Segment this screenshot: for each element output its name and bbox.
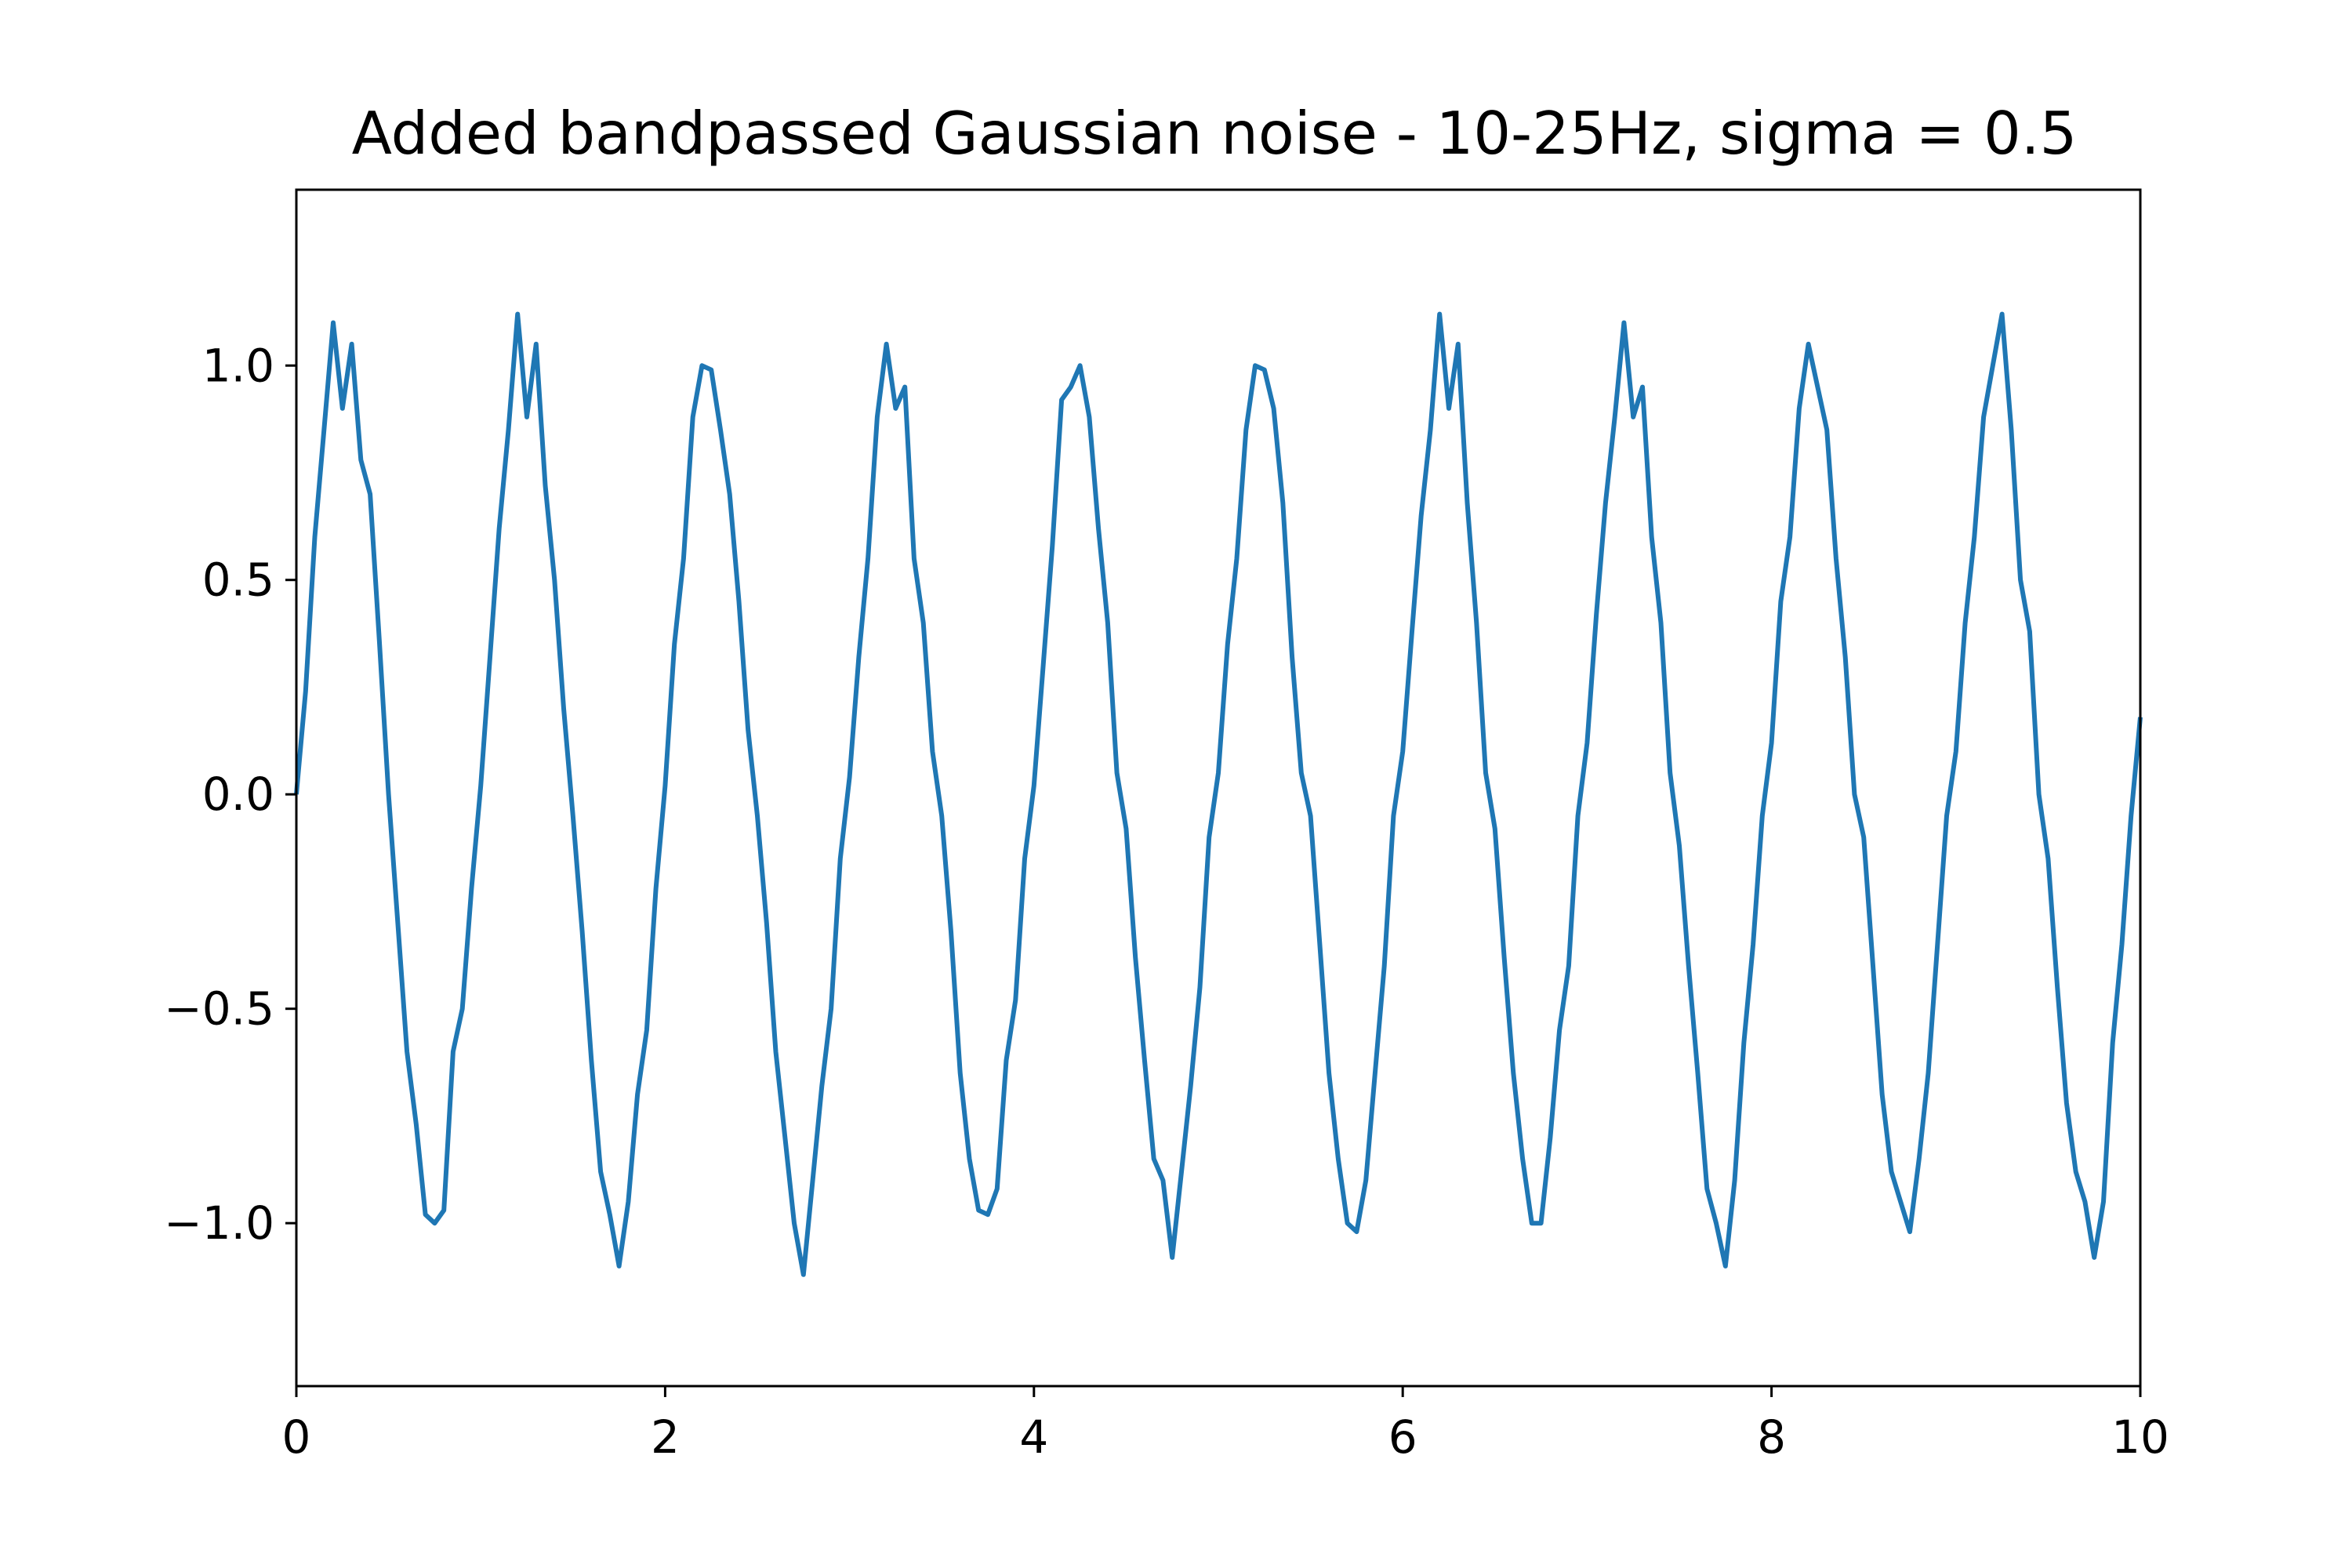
y-tick-label: 1.0 [202, 339, 274, 392]
series-line-0 [294, 311, 2143, 1277]
x-tick-label: 2 [651, 1410, 680, 1464]
x-tick-label: 6 [1388, 1410, 1417, 1464]
y-tick-label: −1.0 [164, 1196, 274, 1250]
y-tick-label: 0.5 [202, 554, 274, 607]
plot-frame [295, 188, 2142, 1388]
y-axis: −1.0 −0.5 0.0 0.5 1.0 [164, 339, 296, 1250]
x-tick-label: 4 [1019, 1410, 1048, 1464]
x-axis: 0 2 4 6 8 10 [282, 1386, 2169, 1464]
x-tick-label: 0 [282, 1410, 311, 1464]
y-tick-label: 0.0 [202, 768, 274, 821]
chart-title: Added bandpassed Gaussian noise - 10-25H… [352, 99, 2078, 168]
y-tick-label: −0.5 [164, 982, 274, 1036]
x-tick-label: 8 [1757, 1410, 1786, 1464]
series-layer [294, 311, 2143, 1277]
x-tick-label: 10 [2111, 1410, 2169, 1464]
